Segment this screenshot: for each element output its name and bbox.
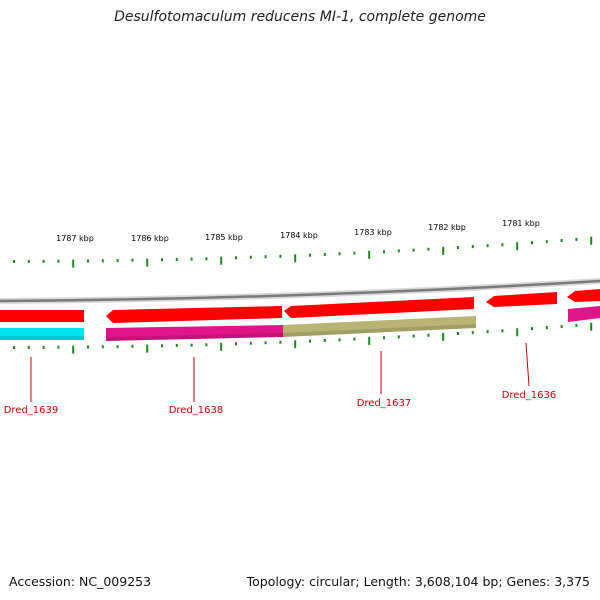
gene-shading	[0, 324, 476, 341]
gene-label-dred-1639[interactable]: Dred_1639	[4, 405, 59, 416]
backbone-ring-edge	[0, 279, 600, 303]
gene-pink-feature[interactable]	[568, 306, 600, 322]
kbp-tick-label: 1783 kbp	[354, 228, 392, 237]
kbp-tick-label: 1786 kbp	[131, 234, 169, 243]
lower-tick-ruler	[13, 322, 593, 354]
kbp-labels: 1787 kbp 1786 kbp 1785 kbp 1784 kbp 1783…	[56, 219, 540, 243]
gene-label-dred-1636[interactable]: Dred_1636	[502, 390, 557, 401]
kbp-tick-label: 1782 kbp	[428, 223, 466, 232]
gene-label-dred-1638[interactable]: Dred_1638	[169, 405, 224, 416]
kbp-tick-label: 1785 kbp	[205, 233, 243, 242]
map-title: Desulfotomaculum reducens MI-1, complete…	[114, 9, 486, 25]
kbp-tick-label: 1784 kbp	[280, 231, 318, 240]
gene-labels: Dred_1639 Dred_1638 Dred_1637 Dred_1636	[4, 390, 557, 416]
forward-cds-feature[interactable]	[486, 292, 557, 307]
gene-dred-1637-feature[interactable]	[283, 316, 476, 337]
reverse-strand-track	[0, 306, 600, 341]
forward-cds-feature[interactable]	[0, 310, 84, 322]
gene-dred-1638-feature[interactable]	[106, 325, 283, 341]
kbp-tick-label: 1781 kbp	[502, 219, 540, 228]
gene-dred-1639-feature[interactable]	[0, 328, 84, 340]
kbp-tick-label: 1787 kbp	[56, 234, 94, 243]
forward-strand-track	[0, 289, 600, 323]
forward-cds-feature[interactable]	[284, 297, 474, 318]
forward-cds-feature[interactable]	[567, 289, 600, 302]
forward-cds-feature[interactable]	[106, 306, 282, 323]
genome-summary-text: Topology: circular; Length: 3,608,104 bp…	[246, 574, 590, 589]
accession-text: Accession: NC_009253	[9, 574, 152, 589]
gene-leaders	[30, 342, 530, 402]
gene-label-dred-1637[interactable]: Dred_1637	[357, 398, 412, 409]
upper-tick-ruler	[13, 236, 593, 268]
